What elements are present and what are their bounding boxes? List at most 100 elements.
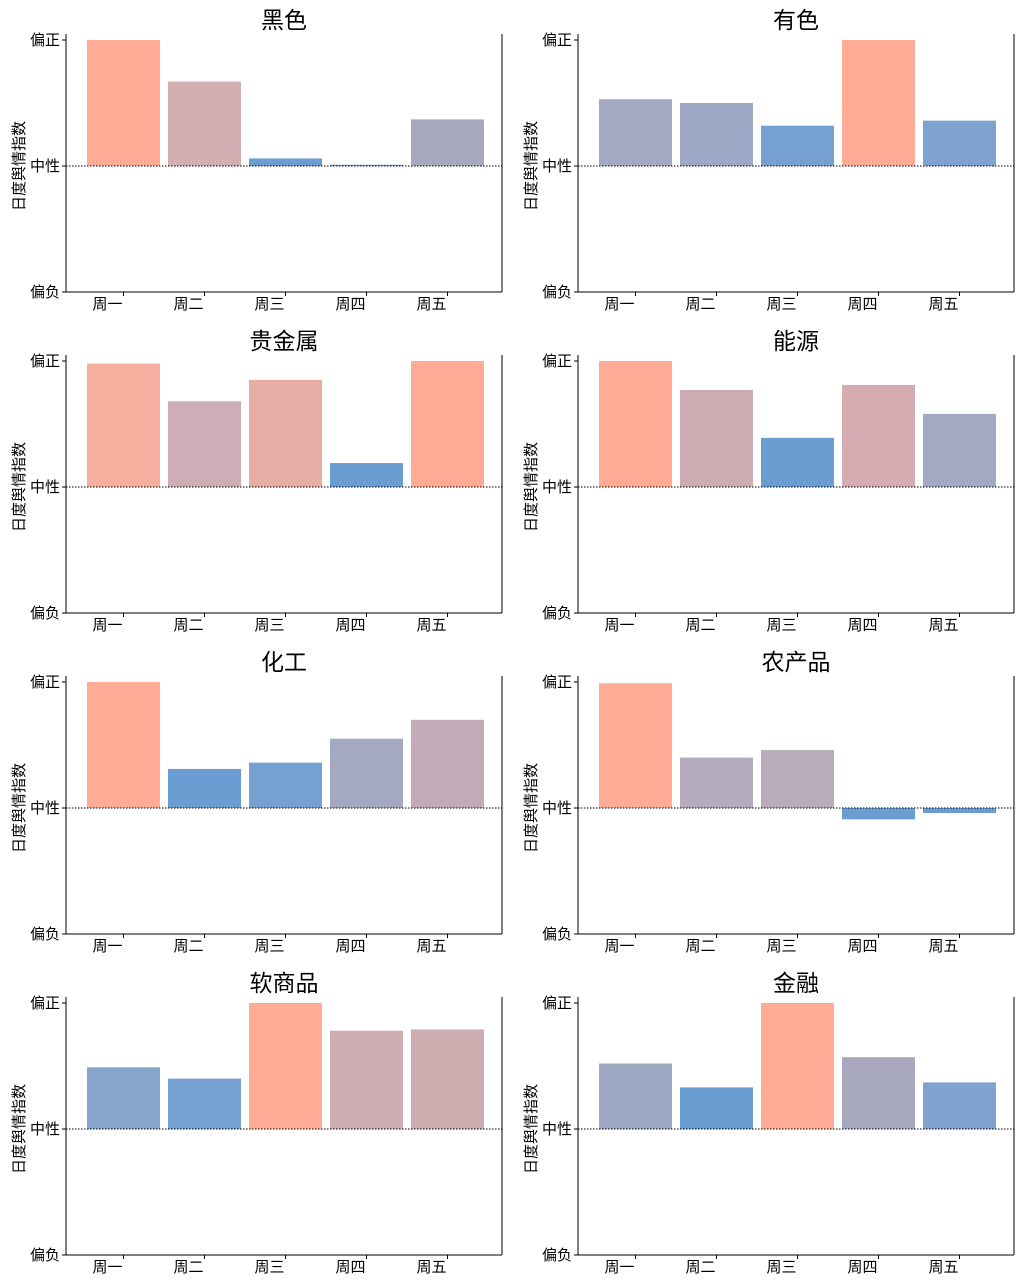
bar — [168, 81, 241, 166]
chart-title: 金融 — [773, 971, 819, 997]
bar — [599, 361, 672, 487]
bar — [923, 808, 996, 814]
bar — [761, 437, 834, 487]
bar — [680, 757, 753, 808]
y-tick-label: 中性 — [542, 478, 572, 496]
bar — [923, 120, 996, 166]
y-axis-label: 日度舆情指数 — [10, 1084, 28, 1174]
x-tick-label: 周一 — [92, 295, 122, 313]
y-tick-label: 偏正 — [30, 31, 60, 49]
y-tick-label: 偏负 — [30, 1246, 60, 1264]
x-tick-label: 周三 — [766, 616, 796, 634]
bar — [842, 384, 915, 487]
chart-panel: 偏正 中性 偏负 周一 周二 周三 周四 周五 化工 日度舆情指数 — [0, 642, 512, 963]
bar — [330, 463, 403, 487]
x-tick-label: 周一 — [92, 616, 122, 634]
bar — [680, 389, 753, 487]
y-axis-label: 日度舆情指数 — [522, 1084, 540, 1174]
y-tick-label: 中性 — [30, 478, 60, 496]
y-axis-label: 日度舆情指数 — [522, 763, 540, 853]
x-tick-label: 周四 — [847, 616, 877, 634]
bar — [87, 363, 160, 487]
y-axis-label: 日度舆情指数 — [522, 442, 540, 532]
bar — [411, 719, 484, 808]
chart-title: 贵金属 — [250, 329, 319, 355]
bar — [168, 768, 241, 808]
x-tick-label: 周四 — [847, 937, 877, 955]
x-tick-label: 周四 — [847, 295, 877, 313]
chart-panel: 偏正 中性 偏负 周一 周二 周三 周四 周五 能源 日度舆情指数 — [512, 321, 1024, 642]
chart-panel: 偏正 中性 偏负 周一 周二 周三 周四 周五 黑色 日度舆情指数 — [0, 0, 512, 321]
bar — [411, 119, 484, 166]
x-tick-label: 周五 — [928, 937, 958, 955]
x-tick-label: 周二 — [173, 295, 203, 313]
y-tick-label: 偏正 — [542, 994, 572, 1012]
x-tick-label: 周四 — [335, 616, 365, 634]
x-tick-label: 周二 — [685, 1258, 715, 1276]
bar — [923, 413, 996, 487]
bar — [680, 1087, 753, 1129]
bar — [761, 125, 834, 166]
y-tick-label: 偏正 — [542, 352, 572, 370]
x-tick-label: 周三 — [766, 1258, 796, 1276]
y-axis-label: 日度舆情指数 — [10, 442, 28, 532]
y-tick-label: 偏正 — [30, 673, 60, 691]
bar — [411, 1029, 484, 1129]
bar — [249, 379, 322, 487]
chart-panel: 偏正 中性 偏负 周一 周二 周三 周四 周五 有色 日度舆情指数 — [512, 0, 1024, 321]
chart-title: 黑色 — [261, 8, 307, 34]
bar — [87, 1067, 160, 1129]
x-tick-label: 周三 — [254, 616, 284, 634]
bar — [761, 1003, 834, 1129]
chart-title: 化工 — [261, 650, 307, 676]
x-tick-label: 周一 — [92, 937, 122, 955]
y-axis-label: 日度舆情指数 — [10, 763, 28, 853]
x-tick-label: 周五 — [416, 1258, 446, 1276]
x-tick-label: 周三 — [254, 937, 284, 955]
bar — [330, 1030, 403, 1129]
chart-title: 有色 — [773, 8, 819, 34]
y-tick-label: 中性 — [542, 799, 572, 817]
y-tick-label: 偏正 — [30, 352, 60, 370]
x-tick-label: 周四 — [335, 295, 365, 313]
x-tick-label: 周三 — [766, 295, 796, 313]
bar — [411, 361, 484, 487]
x-tick-label: 周三 — [766, 937, 796, 955]
y-axis-label: 日度舆情指数 — [10, 121, 28, 211]
bar — [842, 1057, 915, 1129]
y-tick-label: 偏正 — [542, 31, 572, 49]
x-tick-label: 周五 — [416, 295, 446, 313]
y-tick-label: 偏正 — [542, 673, 572, 691]
bar — [249, 158, 322, 166]
bar — [923, 1082, 996, 1129]
bar — [330, 164, 403, 166]
bar — [87, 40, 160, 166]
bar — [599, 1063, 672, 1129]
x-tick-label: 周五 — [416, 937, 446, 955]
bar — [599, 99, 672, 166]
chart-panel: 偏正 中性 偏负 周一 周二 周三 周四 周五 金融 日度舆情指数 — [512, 963, 1024, 1284]
x-tick-label: 周二 — [173, 616, 203, 634]
x-tick-label: 周二 — [685, 295, 715, 313]
x-tick-label: 周二 — [685, 616, 715, 634]
y-tick-label: 偏负 — [542, 604, 572, 622]
chart-title: 能源 — [773, 329, 819, 355]
bar — [87, 682, 160, 808]
chart-panel: 偏正 中性 偏负 周一 周二 周三 周四 周五 软商品 日度舆情指数 — [0, 963, 512, 1284]
y-tick-label: 偏负 — [30, 604, 60, 622]
y-tick-label: 中性 — [30, 157, 60, 175]
x-tick-label: 周二 — [173, 1258, 203, 1276]
chart-title: 软商品 — [250, 971, 319, 997]
chart-title: 农产品 — [762, 650, 831, 676]
x-tick-label: 周二 — [685, 937, 715, 955]
y-tick-label: 偏负 — [30, 283, 60, 301]
x-tick-label: 周一 — [604, 937, 634, 955]
y-tick-label: 偏正 — [30, 994, 60, 1012]
